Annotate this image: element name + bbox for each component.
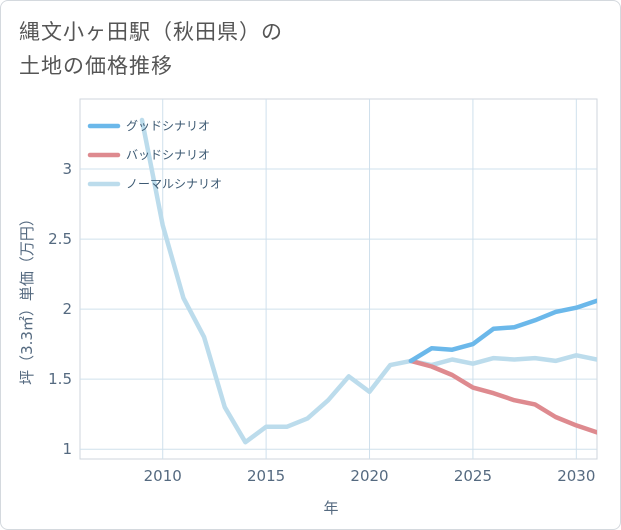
legend-label: グッドシナリオ (126, 119, 210, 133)
legend-label: ノーマルシナリオ (126, 177, 222, 191)
normal-scenario-line (139, 117, 597, 445)
x-tick-label: 2025 (454, 467, 492, 485)
chart-title: 縄文小ヶ田駅（秋田県）の 土地の価格推移 (19, 15, 283, 83)
chart-title-line-2: 土地の価格推移 (19, 54, 173, 78)
legend-item-good: グッドシナリオ (87, 119, 210, 133)
x-axis-title: 年 (323, 499, 338, 517)
bad-scenario-line (408, 358, 597, 435)
y-tick-label: 2.5 (48, 230, 72, 248)
x-tick-label: 2015 (247, 467, 285, 485)
x-tick-label: 2030 (557, 467, 595, 485)
y-tick-label: 1 (62, 440, 72, 458)
y-tick-label: 2 (62, 300, 72, 318)
legend-item-normal: ノーマルシナリオ (87, 177, 222, 191)
legend-label: バッドシナリオ (126, 148, 210, 162)
x-tick-label: 2020 (350, 467, 388, 485)
chart-title-line-1: 縄文小ヶ田駅（秋田県）の (19, 20, 283, 44)
y-axis-ticks: 1 1.5 2 2.5 3 (48, 160, 72, 458)
x-axis-ticks: 2010 2015 2020 2025 2030 (144, 467, 596, 485)
series-lines (139, 117, 597, 445)
legend-item-bad: バッドシナリオ (87, 148, 210, 162)
good-scenario-line (408, 298, 597, 364)
y-axis-title: 坪（3.3㎡）単価（万円） (18, 211, 36, 385)
y-tick-label: 1.5 (48, 370, 72, 388)
y-tick-label: 3 (62, 160, 72, 178)
x-tick-label: 2010 (144, 467, 182, 485)
